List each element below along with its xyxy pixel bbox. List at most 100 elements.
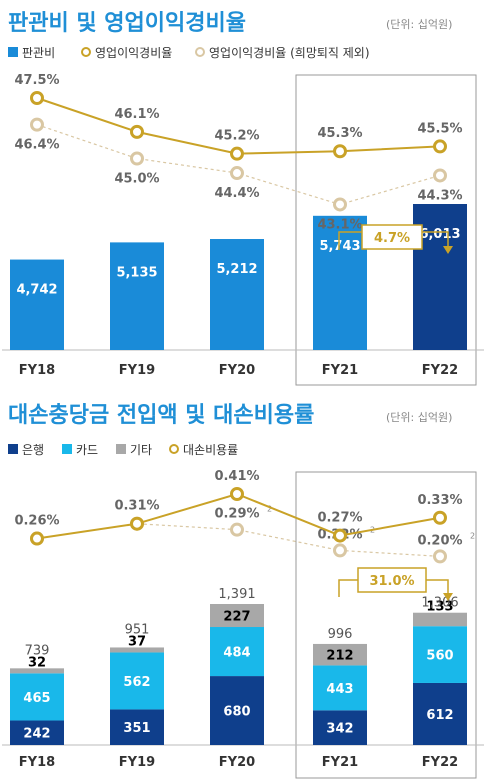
- cost-ratio-label-FY18: 0.26%: [14, 514, 59, 529]
- ratio-label-FY20: 45.2%: [214, 129, 259, 144]
- bar-bank-FY22: [413, 682, 467, 745]
- bar-label-bank-FY20: 680: [223, 705, 250, 720]
- bar-other-FY22: [413, 612, 467, 627]
- annotation-value: 4.7%: [374, 231, 410, 246]
- bar-card-FY21: [313, 665, 367, 711]
- ratio-point-FY20: [230, 146, 244, 161]
- cost-ratio-label-FY20: 0.41%: [214, 469, 259, 484]
- total-label-FY19: 951: [125, 622, 150, 637]
- bar-label-other-FY22: 133: [426, 600, 453, 615]
- legend-marker-ratio: [81, 47, 91, 57]
- cost-ratio-label-FY19: 0.31%: [114, 499, 159, 514]
- bar-bank-FY20: [210, 676, 264, 745]
- ratio-adj-label-FY19: 45.0%: [114, 172, 159, 187]
- x-label-FY18: FY18: [19, 363, 55, 378]
- chart2-highlight-box: [295, 471, 477, 779]
- bar-label-bank-FY18: 242: [23, 727, 50, 742]
- ratio-adj-point-FY19: [130, 151, 144, 166]
- bar-other-FY21: [313, 643, 367, 666]
- bar-bank-FY21: [313, 710, 367, 745]
- ratio-adj-point-FY18: [30, 117, 44, 132]
- annotation-arrowhead: [443, 246, 453, 254]
- bar-label-bank-FY21: 342: [326, 722, 353, 737]
- bar-sga-FY20: [210, 239, 264, 350]
- annotation-arrowhead: [443, 593, 453, 601]
- cost-ratio-point-FY19: [130, 516, 144, 531]
- annotation-value: 31.0%: [369, 574, 414, 589]
- cost-ratio-label-FY21: 0.27%: [317, 511, 362, 526]
- x2-label-FY18: FY18: [19, 755, 55, 770]
- bar-label-bank-FY22: 612: [426, 708, 453, 723]
- cost-ratio-point-FY21: [333, 528, 347, 543]
- ratio-adj-label-FY22: 44.3%: [417, 188, 462, 203]
- ratio-point-FY19: [130, 124, 144, 139]
- bar-label-sga-FY18: 4,742: [16, 283, 57, 298]
- bar-label-other-FY20: 227: [223, 610, 250, 625]
- legend-label-sga: 판관비: [22, 46, 55, 60]
- cost-ratio-adj-point-FY20: [230, 522, 244, 537]
- bar-card-FY18: [10, 673, 64, 721]
- legend-marker-cost-ratio: [169, 444, 179, 454]
- annotation-box: [357, 567, 427, 593]
- ratio-adj-label-FY21: 43.1%: [317, 217, 362, 232]
- ratio-point-FY18: [30, 91, 44, 105]
- x-label-FY21: FY21: [322, 363, 358, 378]
- bar-label-card-FY20: 484: [223, 646, 250, 661]
- cost-ratio-label-FY22: 0.33%: [417, 493, 462, 508]
- legend-label-card: 카드: [76, 443, 98, 457]
- bar-sga-FY18: [10, 259, 64, 350]
- bar-label-sga-FY21: 5,743: [319, 239, 360, 254]
- bar-label-sga-FY22: 6,013: [419, 227, 460, 242]
- bar-card-FY22: [413, 626, 467, 683]
- x2-label-FY22: FY22: [422, 755, 458, 770]
- cost-ratio-adj-point-FY21: [333, 543, 347, 558]
- bar-other-FY20: [210, 604, 264, 628]
- bar-label-sga-FY19: 5,135: [116, 265, 157, 280]
- cost-ratio-adj-footnote-FY22: 2: [470, 531, 475, 540]
- ratio-adj-point-FY21: [333, 197, 347, 212]
- x2-label-FY20: FY20: [219, 755, 255, 770]
- ratio-label-FY22: 45.5%: [417, 121, 462, 136]
- bar-sga-FY19: [110, 242, 164, 350]
- bar-card-FY19: [110, 652, 164, 710]
- cost-ratio-point-FY22: [433, 510, 447, 525]
- x2-label-FY19: FY19: [119, 755, 155, 770]
- chart1-annotation: 4.7%: [338, 224, 453, 254]
- bar-label-bank-FY19: 351: [123, 721, 150, 736]
- ratio-line: [36, 97, 441, 155]
- ratio-point-FY21: [333, 144, 347, 159]
- cost-ratio-adj-label-FY20: 0.29%: [214, 507, 259, 522]
- bar-other-FY19: [110, 647, 164, 653]
- bar-label-sga-FY20: 5,212: [216, 262, 257, 277]
- bar-label-card-FY18: 465: [23, 691, 50, 706]
- legend-swatch-other: [116, 444, 126, 454]
- legend-label-cost-ratio: 대손비용률: [183, 443, 238, 457]
- cost-ratio-adj-label-FY22: 0.20%: [417, 533, 462, 548]
- x2-label-FY21: FY21: [322, 755, 358, 770]
- annotation-box: [361, 224, 423, 250]
- bar-sga-FY21: [313, 215, 367, 350]
- ratio-adj-label-FY20: 44.4%: [214, 186, 259, 201]
- bar-label-other-FY19: 37: [128, 634, 146, 649]
- ratio-label-FY18: 47.5%: [14, 73, 59, 88]
- ratio-point-FY22: [433, 139, 447, 154]
- x-label-FY22: FY22: [422, 363, 458, 378]
- ratio-label-FY19: 46.1%: [114, 107, 159, 122]
- bar-label-card-FY19: 562: [123, 675, 150, 690]
- bar-label-card-FY22: 560: [426, 649, 453, 664]
- cost-ratio-point-FY20: [230, 487, 244, 501]
- bar-card-FY20: [210, 627, 264, 677]
- total-label-FY21: 996: [328, 627, 353, 642]
- legend-marker-ratio-adj: [195, 47, 205, 57]
- ratio-adj-point-FY22: [433, 168, 447, 183]
- chart1-legend: 판관비 영업이익경비율 영업이익경비율 (희망퇴직 제외): [8, 46, 370, 60]
- legend-label-ratio-adj: 영업이익경비율 (희망퇴직 제외): [209, 46, 370, 60]
- bar-label-card-FY21: 443: [326, 682, 353, 697]
- bar-bank-FY18: [10, 720, 64, 745]
- ratio-adj-label-FY18: 46.4%: [14, 138, 59, 153]
- ratio-label-FY21: 45.3%: [317, 126, 362, 141]
- legend-swatch-card: [62, 444, 72, 454]
- chart2-annotation: 31.0%: [338, 567, 453, 601]
- legend-label-other: 기타: [130, 443, 152, 457]
